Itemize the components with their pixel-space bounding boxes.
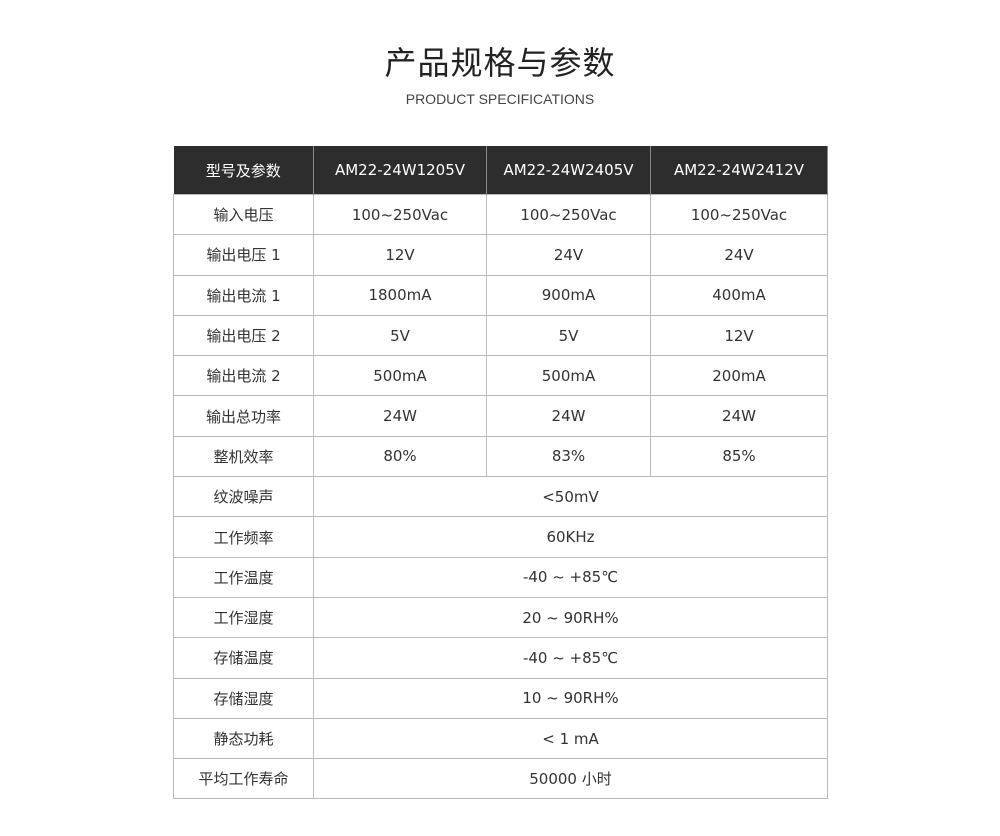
table-row: 平均工作寿命 50000 小时: [173, 758, 828, 800]
cell-value: 83%: [486, 435, 651, 478]
row-label: 存储温度: [173, 637, 314, 679]
row-label: 工作频率: [173, 516, 314, 558]
row-label: 整机效率: [173, 435, 314, 478]
row-label: 输出电流 2: [173, 355, 314, 397]
row-label: 存储湿度: [173, 677, 314, 719]
table-row: 工作频率 60KHz: [173, 516, 828, 558]
cell-value: -40 ~ +85℃: [313, 637, 828, 679]
cell-value: <50mV: [313, 476, 828, 518]
row-label: 输入电压: [173, 193, 314, 236]
spec-table: 型号及参数 AM22-24W1205V AM22-24W2405V AM22-2…: [173, 146, 828, 800]
row-label: 输出总功率: [173, 395, 314, 437]
row-label: 静态功耗: [173, 717, 314, 760]
row-label: 输出电流 1: [173, 274, 314, 316]
row-label: 平均工作寿命: [173, 758, 314, 800]
cell-value: 24W: [486, 395, 651, 437]
header-cell: AM22-24W1205V: [313, 146, 487, 195]
cell-value: 50000 小时: [313, 758, 828, 800]
page-subtitle: PRODUCT SPECIFICATIONS: [405, 91, 595, 107]
page-title: 产品规格与参数: [384, 44, 616, 82]
table-row: 工作温度 -40 ~ +85℃: [173, 556, 828, 598]
cell-value: 60KHz: [313, 516, 828, 558]
table-row: 整机效率 80% 83% 85%: [173, 435, 828, 478]
cell-value: 24V: [650, 234, 828, 276]
cell-value: 85%: [650, 435, 828, 478]
cell-value: 24V: [486, 234, 651, 276]
cell-value: 20 ~ 90RH%: [313, 596, 828, 639]
table-header-row: 型号及参数 AM22-24W1205V AM22-24W2405V AM22-2…: [173, 146, 828, 195]
table-row: 输出电压 2 5V 5V 12V: [173, 314, 828, 357]
header-cell: AM22-24W2412V: [650, 146, 828, 195]
header-cell: 型号及参数: [173, 146, 314, 195]
row-label: 工作温度: [173, 556, 314, 598]
cell-value: 1800mA: [313, 274, 487, 316]
table-row: 存储湿度 10 ~ 90RH%: [173, 677, 828, 719]
table-row: 纹波噪声 <50mV: [173, 476, 828, 518]
cell-value: 24W: [650, 395, 828, 437]
row-label: 输出电压 1: [173, 234, 314, 276]
table-row: 输入电压 100~250Vac 100~250Vac 100~250Vac: [173, 193, 828, 236]
cell-value: 100~250Vac: [313, 193, 487, 236]
cell-value: 80%: [313, 435, 487, 478]
row-label: 工作湿度: [173, 596, 314, 639]
table-row: 输出总功率 24W 24W 24W: [173, 395, 828, 437]
table-row: 存储温度 -40 ~ +85℃: [173, 637, 828, 679]
table-row: 输出电流 2 500mA 500mA 200mA: [173, 355, 828, 397]
cell-value: 5V: [313, 314, 487, 357]
cell-value: < 1 mA: [313, 717, 828, 760]
cell-value: 12V: [650, 314, 828, 357]
table-row: 静态功耗 < 1 mA: [173, 717, 828, 760]
cell-value: 900mA: [486, 274, 651, 316]
cell-value: 5V: [486, 314, 651, 357]
cell-value: 10 ~ 90RH%: [313, 677, 828, 719]
cell-value: 100~250Vac: [486, 193, 651, 236]
cell-value: 24W: [313, 395, 487, 437]
header-cell: AM22-24W2405V: [486, 146, 651, 195]
table-row: 工作湿度 20 ~ 90RH%: [173, 596, 828, 639]
cell-value: 500mA: [313, 355, 487, 397]
cell-value: 400mA: [650, 274, 828, 316]
row-label: 输出电压 2: [173, 314, 314, 357]
table-row: 输出电压 1 12V 24V 24V: [173, 234, 828, 276]
cell-value: 100~250Vac: [650, 193, 828, 236]
row-label: 纹波噪声: [173, 476, 314, 518]
cell-value: 12V: [313, 234, 487, 276]
cell-value: 500mA: [486, 355, 651, 397]
cell-value: 200mA: [650, 355, 828, 397]
cell-value: -40 ~ +85℃: [313, 556, 828, 598]
table-row: 输出电流 1 1800mA 900mA 400mA: [173, 274, 828, 316]
